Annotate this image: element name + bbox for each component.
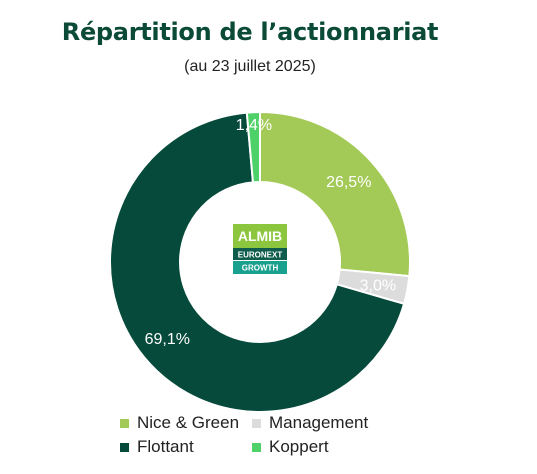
slice-label: 3,0% [360,277,396,294]
logo-euronext-box [233,248,287,260]
legend-item-koppert: Koppert [252,437,392,457]
logo-euronext-text: EURONEXT [238,251,283,260]
legend-swatch [252,418,261,428]
slice-label: 69,1% [145,331,190,348]
slice-labels: 26,5% 3,0% 69,1% 1,4% [145,117,396,348]
almib-logo: ALMIB EURONEXT GROWTH [233,224,287,274]
donut-slice-flottant [109,111,406,413]
legend-swatch [120,442,129,452]
logo-brand-text: ALMIB [238,228,282,244]
legend-swatch [120,418,129,428]
legend-item-management: Management [252,413,392,433]
chart-subtitle: (au 23 juillet 2025) [184,58,316,75]
slice-label: 1,4% [236,117,272,134]
logo-brand-box [233,224,287,248]
legend: Nice & Green Management Flottant Koppert [120,413,392,457]
donut-slice-nice-green [259,110,411,278]
legend-swatch [252,442,261,452]
legend-label: Flottant [137,437,194,456]
slice-label: 26,5% [326,174,371,191]
legend-label: Koppert [269,437,329,456]
logo-growth-text: GROWTH [242,264,279,273]
chart-title: Répartition de l’actionnariat [61,18,439,46]
donut-slice-koppert [245,110,261,184]
legend-item-nice-green: Nice & Green [120,413,252,433]
logo-growth-box [233,261,287,274]
legend-label: Nice & Green [137,413,240,432]
legend-label: Management [269,413,369,432]
donut-slices [109,110,411,413]
legend-item-flottant: Flottant [120,437,252,457]
